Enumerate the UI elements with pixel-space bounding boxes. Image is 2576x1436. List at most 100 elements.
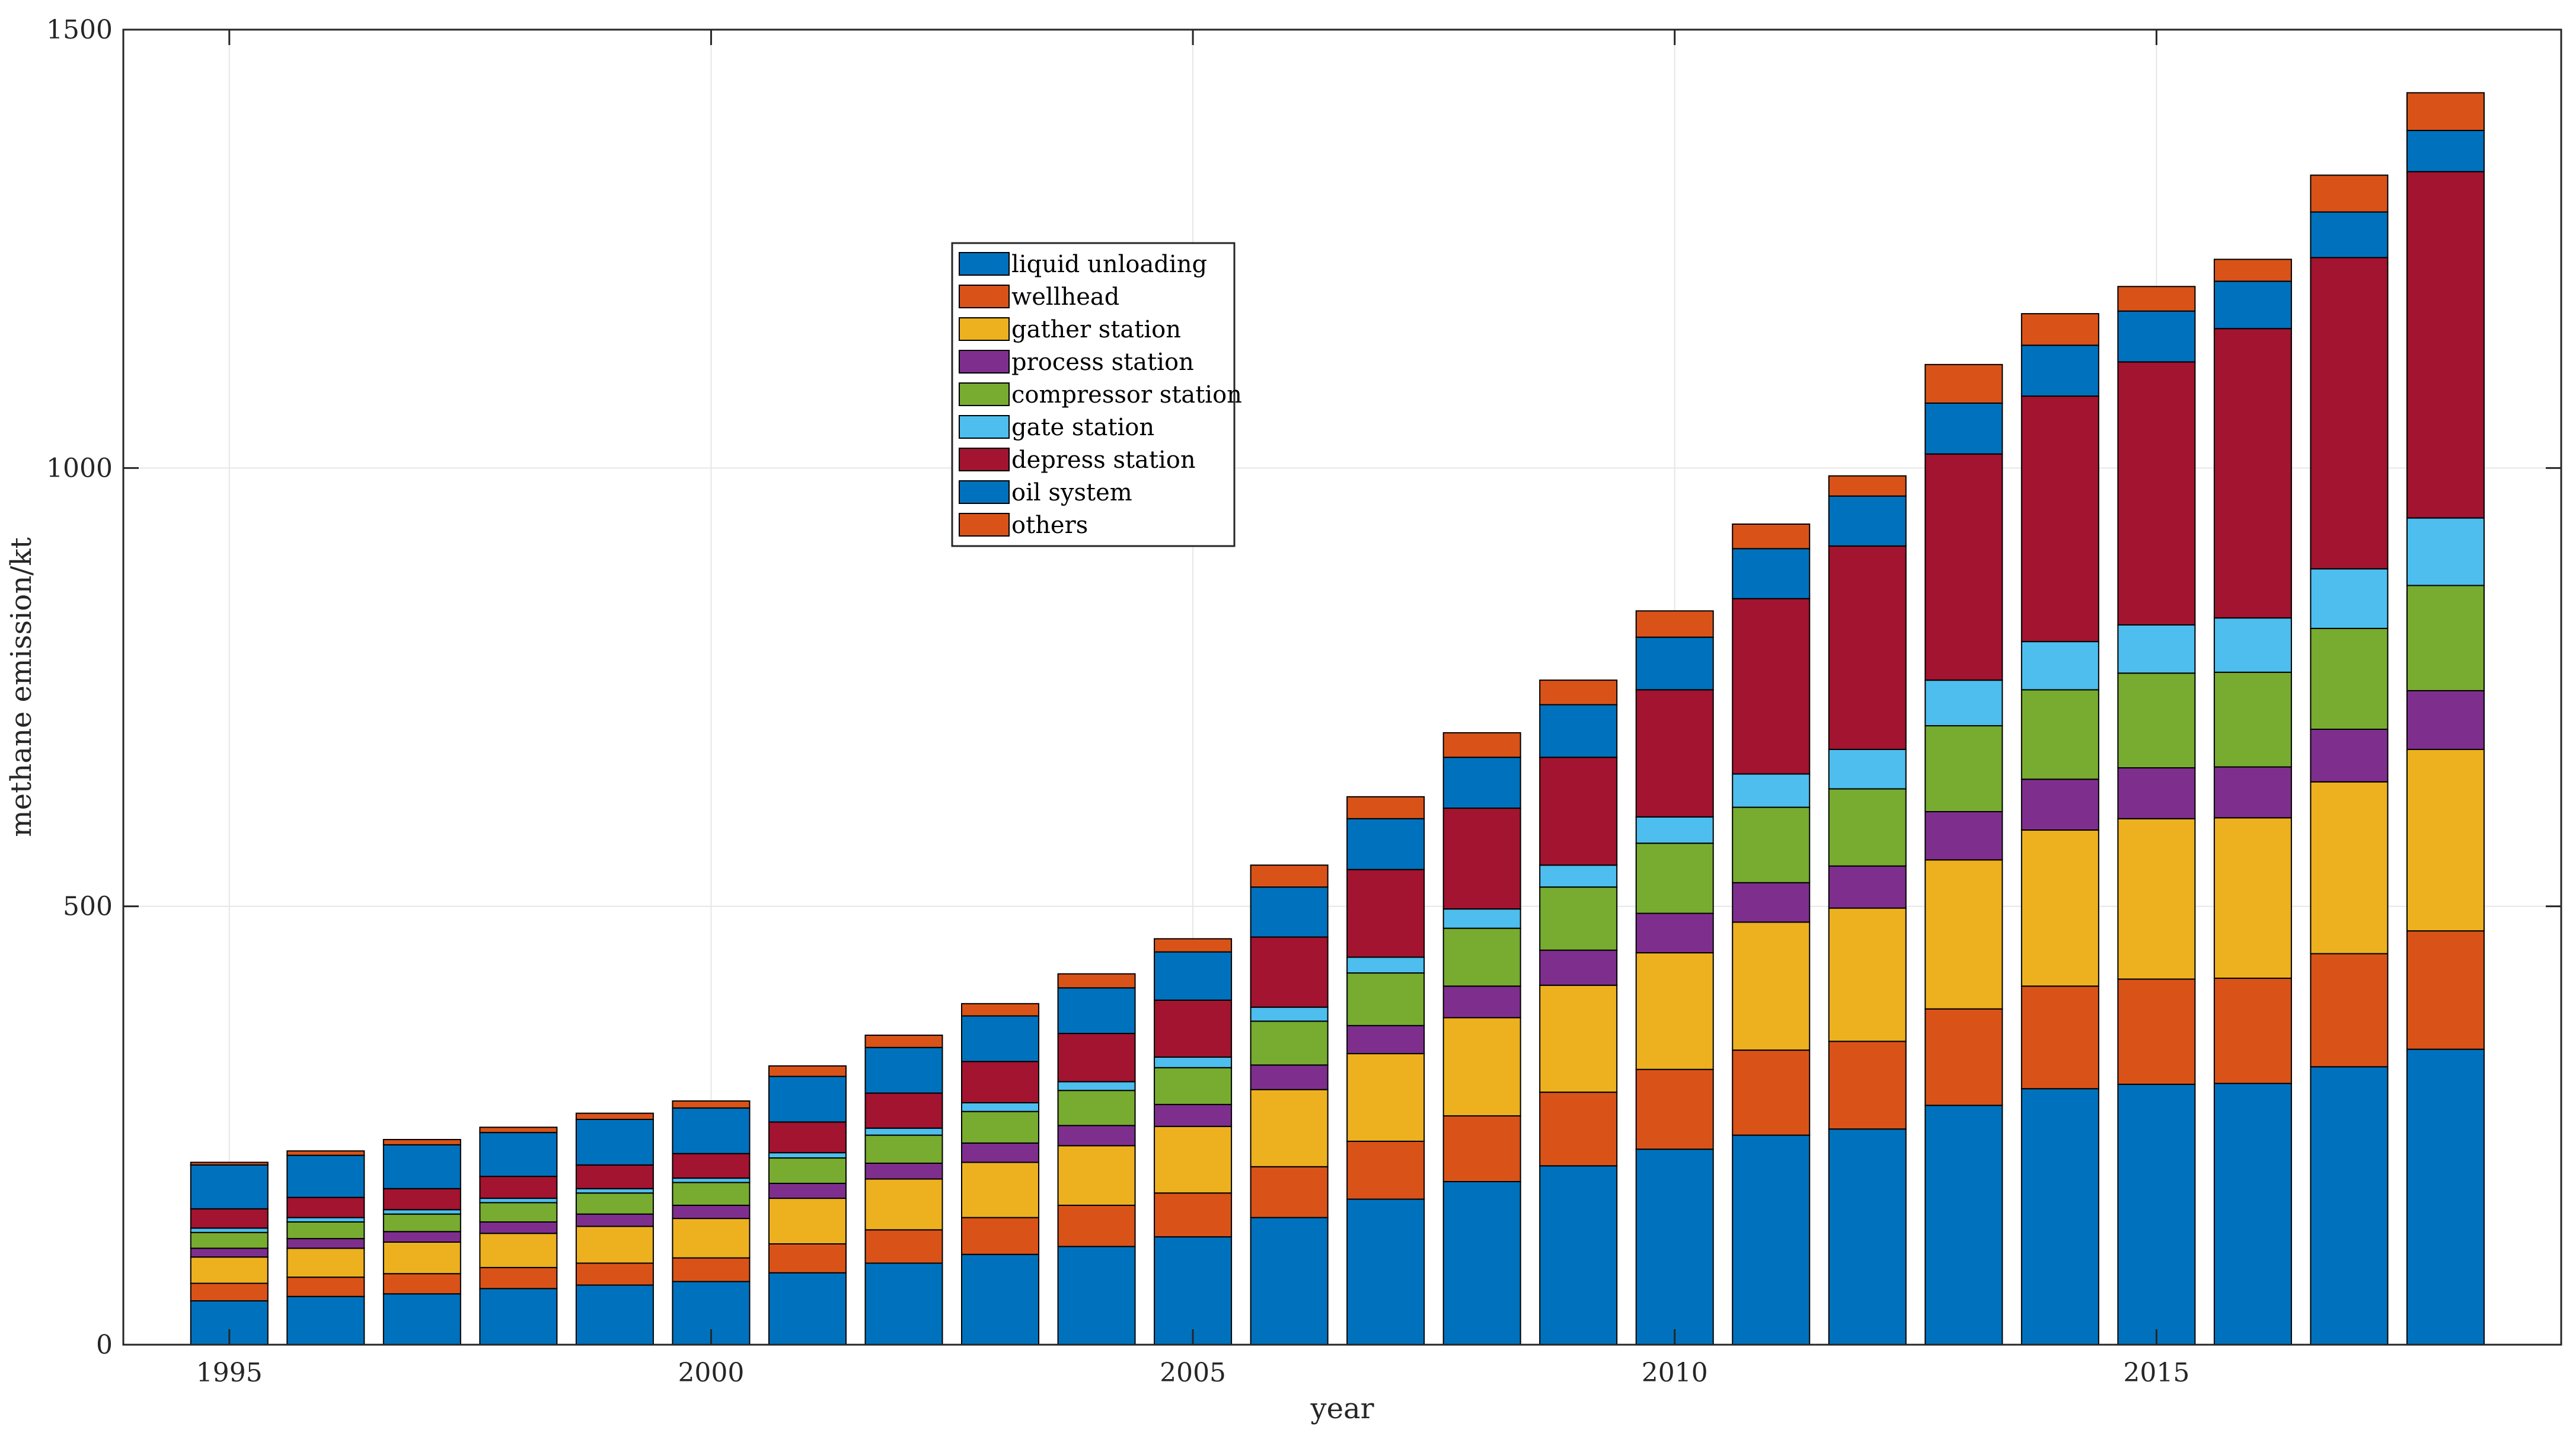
bar-segment-oil-system-2014 [2020, 344, 2099, 397]
bar-segment-liquid-unloading-2015 [2117, 1083, 2196, 1346]
bar-segment-wellhead-2016 [2213, 977, 2292, 1084]
bar-segment-gather-station-2007 [1346, 1053, 1425, 1142]
bar-segment-compressor-station-2009 [1539, 886, 1618, 951]
bar-segment-gather-station-2015 [2117, 818, 2196, 980]
bar-segment-depress-station-2009 [1539, 757, 1618, 866]
bar-segment-oil-system-2005 [1154, 951, 1233, 1001]
legend-swatch [959, 415, 1010, 439]
bar-segment-compressor-station-2013 [1924, 725, 2003, 812]
bar-segment-oil-system-1999 [575, 1118, 654, 1166]
bar-segment-liquid-unloading-2017 [2310, 1066, 2389, 1346]
x-tick-label: 2015 [2123, 1358, 2189, 1388]
bar-segment-process-station-2015 [2117, 767, 2196, 819]
bar-segment-process-station-2012 [1828, 865, 1907, 909]
bar-segment-gate-station-2007 [1346, 956, 1425, 974]
bar-segment-wellhead-2009 [1539, 1092, 1618, 1167]
bar-segment-liquid-unloading-2011 [1732, 1134, 1811, 1345]
bar-segment-compressor-station-2015 [2117, 672, 2196, 769]
bar-segment-depress-station-2006 [1250, 936, 1329, 1008]
bar-segment-wellhead-1998 [479, 1266, 558, 1290]
bar-segment-liquid-unloading-2005 [1154, 1236, 1233, 1346]
bar-segment-process-station-2013 [1924, 810, 2003, 861]
bar-segment-compressor-station-2001 [768, 1157, 847, 1184]
bar-segment-gate-station-2005 [1154, 1056, 1233, 1068]
bar-segment-compressor-station-1997 [382, 1213, 461, 1233]
bar-segment-liquid-unloading-1997 [382, 1293, 461, 1345]
legend-label: compressor station [1011, 381, 1242, 409]
bar-segment-gate-station-2004 [1057, 1081, 1136, 1092]
bar-segment-others-2017 [2310, 174, 2389, 213]
bar-segment-gate-station-1995 [190, 1227, 269, 1233]
bar-segment-depress-station-2005 [1154, 999, 1233, 1058]
bar-segment-oil-system-1995 [190, 1164, 269, 1210]
bar-segment-process-station-2004 [1057, 1125, 1136, 1147]
bar-segment-others-1997 [382, 1138, 461, 1145]
bar-segment-gate-station-2001 [768, 1152, 847, 1159]
bar-segment-liquid-unloading-2013 [1924, 1105, 2003, 1345]
x-tick-label: 1995 [196, 1358, 263, 1388]
bar-segment-liquid-unloading-2016 [2213, 1083, 2292, 1345]
bar-segment-depress-station-2002 [864, 1092, 943, 1129]
x-tick-label: 2010 [1642, 1358, 1708, 1388]
bar-segment-process-station-2005 [1154, 1103, 1233, 1127]
bar-segment-wellhead-2005 [1154, 1192, 1233, 1238]
legend-swatch [959, 285, 1010, 308]
y-tick-label: 1000 [46, 453, 113, 483]
bar-segment-wellhead-2008 [1442, 1115, 1521, 1182]
bar-segment-gather-station-2001 [768, 1198, 847, 1244]
bar-segment-gather-station-2013 [1924, 859, 2003, 1010]
x-tick-label: 2000 [678, 1358, 744, 1388]
legend-swatch [959, 382, 1010, 406]
legend-label: wellhead [1011, 283, 1119, 311]
bar-segment-gather-station-2008 [1442, 1017, 1521, 1117]
bar-segment-gather-station-2002 [864, 1178, 943, 1231]
bar-segment-process-station-2010 [1635, 912, 1714, 954]
bar-segment-compressor-station-2010 [1635, 843, 1714, 914]
bar-segment-depress-station-2007 [1346, 869, 1425, 958]
bar-segment-wellhead-1999 [575, 1262, 654, 1286]
bar-segment-gate-station-2013 [1924, 679, 2003, 727]
bar-segment-gate-station-1998 [479, 1198, 558, 1204]
bar-segment-oil-system-2009 [1539, 704, 1618, 758]
bar-segment-compressor-station-2007 [1346, 972, 1425, 1026]
bar-segment-compressor-station-2018 [2406, 585, 2485, 691]
bar-segment-others-2016 [2213, 259, 2292, 282]
bar-segment-gate-station-1996 [286, 1217, 365, 1223]
bar-segment-depress-station-2000 [672, 1153, 751, 1179]
legend-swatch [959, 448, 1010, 471]
bar-segment-gather-station-1996 [286, 1247, 365, 1278]
bar-segment-wellhead-1995 [190, 1282, 269, 1302]
bar-segment-others-2003 [961, 1003, 1040, 1017]
bar-segment-oil-system-2006 [1250, 886, 1329, 938]
bar-segment-process-station-1998 [479, 1221, 558, 1234]
bar-segment-oil-system-2015 [2117, 310, 2196, 363]
bar-segment-others-2012 [1828, 475, 1907, 497]
bar-segment-oil-system-2000 [672, 1107, 751, 1154]
bar-segment-gate-station-2000 [672, 1177, 751, 1183]
bar-segment-others-2009 [1539, 679, 1618, 706]
bar-segment-gather-station-1997 [382, 1241, 461, 1275]
bar-segment-process-station-2009 [1539, 949, 1618, 986]
bar-segment-depress-station-2003 [961, 1061, 1040, 1103]
bar-segment-oil-system-2010 [1635, 636, 1714, 691]
bar-segment-depress-station-2004 [1057, 1033, 1136, 1083]
legend-swatch [959, 252, 1010, 276]
bar-segment-process-station-1996 [286, 1238, 365, 1249]
bar-segment-gate-station-1997 [382, 1209, 461, 1215]
bar-segment-compressor-station-1996 [286, 1221, 365, 1240]
legend-label: oil system [1011, 479, 1132, 506]
bar-segment-compressor-station-1995 [190, 1231, 269, 1249]
bar-segment-gate-station-2017 [2310, 568, 2389, 629]
bar-segment-depress-station-2001 [768, 1121, 847, 1154]
bar-segment-liquid-unloading-2001 [768, 1272, 847, 1345]
bar-segment-others-2008 [1442, 732, 1521, 758]
bar-segment-gate-station-2003 [961, 1102, 1040, 1112]
bar-segment-others-2013 [1924, 363, 2003, 404]
bar-segment-process-station-2016 [2213, 766, 2292, 819]
legend: liquid unloading wellhead gather station pr… [951, 242, 1242, 547]
bar-segment-compressor-station-2003 [961, 1110, 1040, 1144]
bar-segment-wellhead-2017 [2310, 953, 2389, 1068]
legend-label: others [1011, 512, 1088, 539]
bar-segment-compressor-station-2006 [1250, 1020, 1329, 1066]
